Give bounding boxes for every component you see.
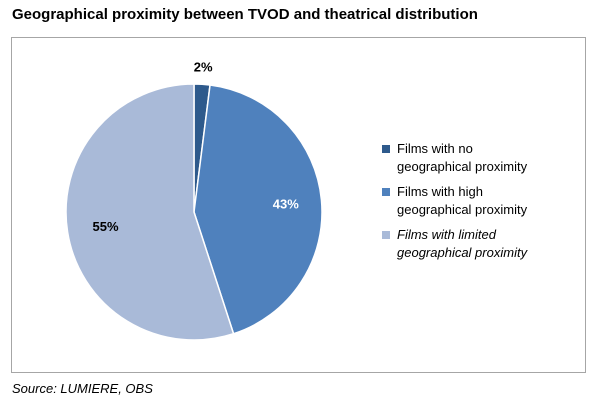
chart-legend: Films with no geographical proximity Films… bbox=[382, 140, 582, 269]
legend-text: geographical proximity bbox=[397, 159, 528, 174]
pie-slices bbox=[65, 83, 323, 341]
legend-swatch-3 bbox=[382, 231, 390, 239]
legend-item-2: Films with high geographical proximity bbox=[382, 183, 582, 219]
legend-text: Films with limited bbox=[397, 227, 496, 242]
legend-item-1: Films with no geographical proximity bbox=[382, 140, 582, 176]
legend-text: geographical proximity bbox=[397, 202, 528, 217]
slice-label-1: 2% bbox=[194, 59, 213, 74]
slice-label-2: 43% bbox=[273, 196, 299, 211]
slice-label-3: 55% bbox=[92, 219, 118, 234]
legend-text: Films with high bbox=[397, 184, 483, 199]
legend-text: geographical proximity bbox=[397, 245, 528, 260]
legend-swatch-1 bbox=[382, 145, 390, 153]
pie-slice-3 bbox=[65, 83, 235, 341]
pie-labels: 2% 43% 55% bbox=[92, 59, 299, 234]
source-note: Source: LUMIERE, OBS bbox=[12, 381, 153, 396]
pie-slice-2 bbox=[193, 84, 323, 335]
legend-item-3: Films with limited geographical proximity bbox=[382, 226, 582, 262]
chart-frame bbox=[11, 37, 586, 373]
legend-text: Films with no bbox=[397, 141, 473, 156]
legend-swatch-2 bbox=[382, 188, 390, 196]
chart-title: Geographical proximity between TVOD and … bbox=[12, 6, 478, 23]
